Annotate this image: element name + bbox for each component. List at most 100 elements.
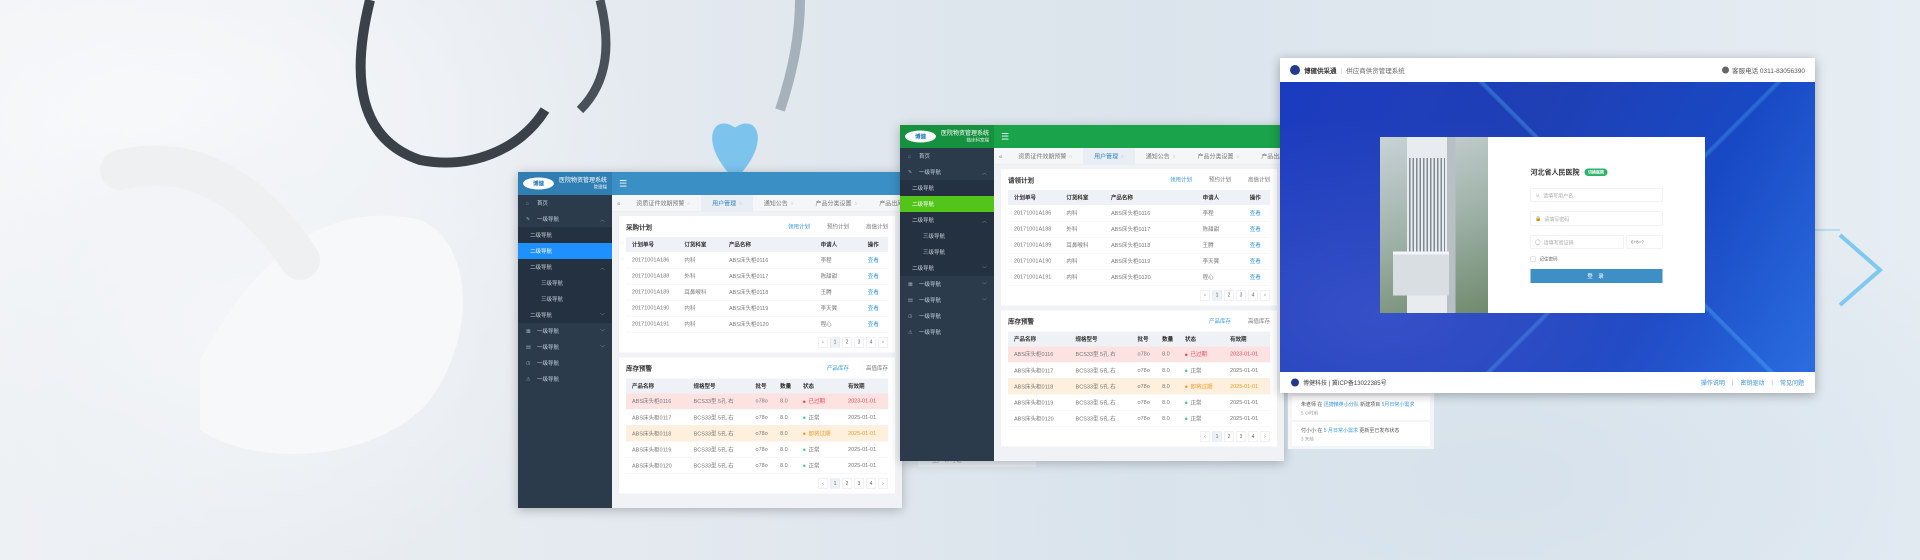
tab[interactable]: 产品分类设置 ○ bbox=[805, 195, 869, 212]
page-button[interactable]: 3 bbox=[854, 337, 864, 348]
footer-link-faq[interactable]: 常见问题 bbox=[1779, 379, 1804, 387]
sidebar-item[interactable]: ⚠ 一级导航 bbox=[518, 371, 612, 387]
page-button[interactable]: 2 bbox=[1224, 431, 1234, 442]
sidebar-item[interactable]: 三级导航 bbox=[900, 228, 994, 244]
sidebar-item[interactable]: ▦ 一级导航 ﹀ bbox=[900, 276, 994, 292]
view-link[interactable]: 查看 bbox=[861, 268, 888, 285]
plan-tab[interactable]: 预约计划 bbox=[1209, 177, 1231, 183]
tab-close-icon[interactable]: ○ bbox=[1172, 153, 1176, 159]
page-button[interactable]: › bbox=[878, 478, 888, 489]
tab[interactable]: 产品出库○ bbox=[1250, 148, 1284, 165]
sidebar-item[interactable]: ⌂ 首页 bbox=[518, 195, 612, 211]
view-link[interactable]: 查看 bbox=[1243, 221, 1270, 238]
sidebar-item[interactable]: 二级导航 ﹀ bbox=[518, 307, 612, 323]
view-link[interactable]: 查看 bbox=[861, 316, 888, 333]
view-link[interactable]: 查看 bbox=[1243, 269, 1270, 286]
tab[interactable]: 通知公告 ○ bbox=[753, 195, 805, 212]
view-link[interactable]: 查看 bbox=[1243, 253, 1270, 270]
page-button[interactable]: ‹ bbox=[818, 478, 828, 489]
login-button[interactable]: 登 录 bbox=[1530, 269, 1663, 283]
tab-close-icon[interactable]: ○ bbox=[1121, 153, 1124, 159]
page-button[interactable]: › bbox=[1260, 290, 1270, 301]
sidebar-item[interactable]: 二级导航 ︿ bbox=[518, 259, 612, 275]
tab-scroll-left-icon[interactable]: « bbox=[617, 199, 621, 207]
tab[interactable]: 产品出库○ bbox=[868, 195, 902, 212]
view-link[interactable]: 查看 bbox=[861, 284, 888, 301]
tab-close-icon[interactable]: ○ bbox=[739, 200, 742, 206]
sidebar-item[interactable]: ⌂ 首页 bbox=[900, 148, 994, 164]
captcha-input[interactable]: ◯ 请填写验证码 bbox=[1530, 235, 1624, 249]
tab[interactable]: 通知公告 ○ bbox=[1135, 148, 1187, 165]
page-button[interactable]: 2 bbox=[1224, 290, 1234, 301]
sidebar-item[interactable]: ⚠ 一级导航 bbox=[900, 324, 994, 340]
tab[interactable]: 资质证件效期预警 ○ bbox=[625, 195, 701, 212]
tab-scroll-left-icon[interactable]: « bbox=[999, 152, 1003, 160]
sidebar-item[interactable]: ◷ 一级导航 bbox=[900, 308, 994, 324]
footer-link-key-driver[interactable]: 密钥驱动 bbox=[1740, 379, 1765, 387]
page-button[interactable]: › bbox=[878, 337, 888, 348]
hamburger-menu-icon[interactable]: ☰ bbox=[1001, 131, 1010, 142]
plan-tab[interactable]: 预约计划 bbox=[827, 224, 849, 230]
sidebar-item[interactable]: ▦ 一级导航 ﹀ bbox=[518, 323, 612, 339]
stock-tab[interactable]: 产品库存 bbox=[827, 365, 849, 372]
tab[interactable]: 用户管理 ○ bbox=[701, 194, 753, 212]
sidebar-item[interactable]: 二级导航 ︿ bbox=[900, 212, 994, 228]
plan-tab[interactable]: 领用计划 bbox=[1170, 177, 1192, 183]
page-button[interactable]: 1 bbox=[830, 337, 840, 348]
sidebar-item[interactable]: ▤ 一级导航 ﹀ bbox=[900, 292, 994, 308]
tab-close-icon[interactable]: ○ bbox=[1236, 153, 1240, 159]
activity-team-link[interactable]: 迅捷精英小分队 bbox=[1323, 402, 1359, 408]
plan-tab[interactable]: 高值计划 bbox=[1248, 177, 1270, 183]
footer-link-manual[interactable]: 操作说明 bbox=[1700, 379, 1725, 387]
view-link[interactable]: 查看 bbox=[1243, 237, 1270, 254]
sidebar-item[interactable]: 二级导航 bbox=[518, 243, 612, 259]
tab-close-icon[interactable]: ○ bbox=[1069, 153, 1073, 159]
sidebar-item[interactable]: ✎ 一级导航 ︿ bbox=[900, 164, 994, 180]
sidebar-item[interactable]: ◷ 一级导航 bbox=[518, 355, 612, 371]
switch-hospital-badge[interactable]: 切换医院 bbox=[1584, 168, 1608, 176]
sidebar-item[interactable]: 三级导航 bbox=[518, 291, 612, 307]
username-input[interactable]: ☺ 请填写用户名 bbox=[1530, 188, 1663, 202]
page-button[interactable]: ‹ bbox=[818, 337, 828, 348]
page-button[interactable]: › bbox=[1260, 431, 1270, 442]
sidebar-item[interactable]: 二级导航 bbox=[900, 180, 994, 196]
hamburger-menu-icon[interactable]: ☰ bbox=[619, 178, 628, 189]
sidebar-item[interactable]: 三级导航 bbox=[518, 275, 612, 291]
remember-password-checkbox[interactable]: 记住密码 bbox=[1530, 256, 1706, 263]
page-button[interactable]: 3 bbox=[1236, 290, 1246, 301]
stock-tab[interactable]: 产品库存 bbox=[1209, 318, 1231, 325]
page-button[interactable]: 4 bbox=[1248, 290, 1258, 301]
sidebar-item[interactable]: 三级导航 bbox=[900, 244, 994, 260]
tab-close-icon[interactable]: ○ bbox=[687, 200, 691, 206]
page-button[interactable]: 3 bbox=[854, 478, 864, 489]
tab[interactable]: 资质证件效期预警 ○ bbox=[1007, 148, 1083, 165]
page-button[interactable]: 3 bbox=[1236, 431, 1246, 442]
page-button[interactable]: ‹ bbox=[1200, 431, 1210, 442]
page-button[interactable]: 1 bbox=[1212, 431, 1222, 442]
sidebar-item[interactable]: ✎ 一级导航 ︿ bbox=[518, 211, 612, 227]
sidebar-item[interactable]: 二级导航 bbox=[518, 227, 612, 243]
page-button[interactable]: 2 bbox=[842, 478, 852, 489]
plan-tab[interactable]: 高值计划 bbox=[866, 224, 888, 230]
captcha-image[interactable]: 6+8=? bbox=[1626, 235, 1663, 249]
tab[interactable]: 用户管理 ○ bbox=[1083, 147, 1135, 165]
activity-target-link[interactable]: 5月日常小需求 bbox=[1381, 402, 1415, 408]
view-link[interactable]: 查看 bbox=[1243, 205, 1270, 222]
view-link[interactable]: 查看 bbox=[861, 252, 888, 269]
page-button[interactable]: 4 bbox=[866, 337, 876, 348]
sidebar-item[interactable]: 二级导航 bbox=[900, 196, 994, 212]
page-button[interactable]: 1 bbox=[1212, 290, 1222, 301]
sidebar-item[interactable]: 二级导航 ﹀ bbox=[900, 260, 994, 276]
page-button[interactable]: 4 bbox=[1248, 431, 1258, 442]
tab[interactable]: 产品分类设置 ○ bbox=[1187, 148, 1251, 165]
password-input[interactable]: 🔒 请填写密码 bbox=[1530, 211, 1663, 226]
stock-tab[interactable]: 高值库存 bbox=[1248, 318, 1270, 325]
page-button[interactable]: 2 bbox=[842, 337, 852, 348]
tab-close-icon[interactable]: ○ bbox=[790, 200, 794, 206]
stock-tab[interactable]: 高值库存 bbox=[866, 365, 888, 372]
plan-tab[interactable]: 领用计划 bbox=[788, 224, 810, 230]
page-button[interactable]: ‹ bbox=[1200, 290, 1210, 301]
tab-close-icon[interactable]: ○ bbox=[854, 200, 858, 206]
view-link[interactable]: 查看 bbox=[861, 300, 888, 317]
activity-team-link[interactable]: 5 月日常小需求 bbox=[1323, 428, 1358, 434]
